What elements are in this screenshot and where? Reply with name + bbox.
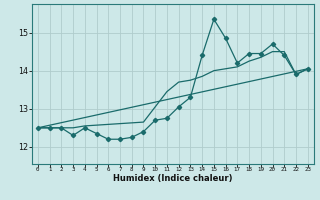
X-axis label: Humidex (Indice chaleur): Humidex (Indice chaleur) — [113, 174, 233, 183]
